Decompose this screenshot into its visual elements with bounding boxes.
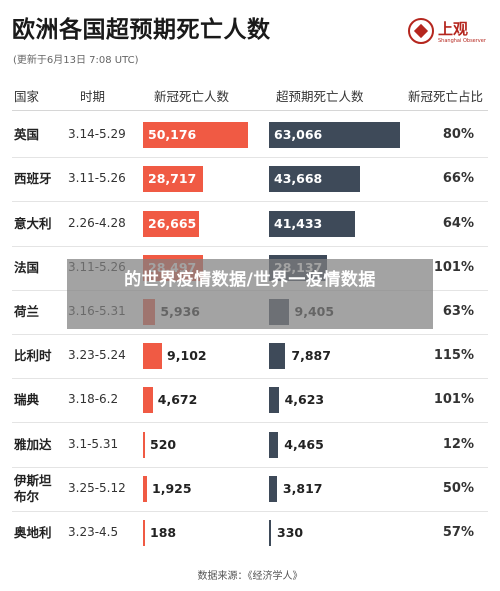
covid-share-value: 101% xyxy=(433,392,474,407)
excess-deaths-bar xyxy=(269,387,279,413)
excess-deaths-label: 4,623 xyxy=(284,392,325,407)
row-country: 奥地利 xyxy=(14,525,52,540)
covid-share-value: 50% xyxy=(442,481,474,496)
row-country: 法国 xyxy=(14,260,40,275)
row-period: 3.1-5.31 xyxy=(68,437,119,451)
chart-subtitle: (更新于6月13日 7:08 UTC) xyxy=(13,55,139,66)
header-country: 国家 xyxy=(14,89,40,104)
row-country: 雅加达 xyxy=(14,437,52,452)
row-period: 3.23-5.24 xyxy=(68,348,126,362)
row-country: 意大利 xyxy=(14,216,52,231)
covid-deaths-label: 520 xyxy=(150,437,177,452)
covid-deaths-bar xyxy=(143,476,147,502)
watermark-text: 的世界疫情数据/世界一疫情数据 xyxy=(124,270,376,290)
excess-deaths-bar xyxy=(269,211,356,237)
header-excess-deaths: 超预期死亡人数 xyxy=(276,89,364,104)
header-period: 时期 xyxy=(80,89,106,104)
row-period: 3.25-5.12 xyxy=(68,481,126,495)
shanghai-observer-logo: 上观 Shanghai Observer xyxy=(408,18,492,48)
header-covid-share: 新冠死亡占比 xyxy=(408,89,484,104)
row-divider xyxy=(12,246,488,247)
excess-deaths-bar xyxy=(269,122,400,148)
covid-deaths-bar xyxy=(143,387,153,413)
covid-deaths-label: 28,717 xyxy=(148,171,197,186)
covid-share-value: 63% xyxy=(442,304,474,319)
row-divider xyxy=(12,467,488,468)
covid-deaths-label: 188 xyxy=(150,525,177,540)
covid-deaths-label: 50,176 xyxy=(148,127,197,142)
covid-deaths-label: 9,102 xyxy=(167,348,207,363)
covid-deaths-bar xyxy=(143,122,248,148)
covid-deaths-label: 1,925 xyxy=(152,481,192,496)
row-country: 英国 xyxy=(14,127,40,142)
row-country: 西班牙 xyxy=(14,171,52,186)
row-divider xyxy=(12,511,488,512)
excess-deaths-label: 3,817 xyxy=(282,481,323,496)
covid-share-value: 101% xyxy=(433,260,474,275)
covid-share-value: 115% xyxy=(433,348,474,363)
covid-share-value: 80% xyxy=(442,127,474,142)
covid-share-value: 64% xyxy=(442,216,474,231)
covid-deaths-bar xyxy=(143,343,162,369)
row-period: 3.11-5.26 xyxy=(68,171,126,185)
logo-text: 上观 xyxy=(438,20,469,38)
excess-deaths-bar xyxy=(269,166,360,192)
row-country: 伊斯坦 布尔 xyxy=(14,473,52,504)
covid-share-value: 12% xyxy=(442,437,474,452)
row-country: 荷兰 xyxy=(14,304,40,319)
excess-deaths-label: 41,433 xyxy=(274,216,323,231)
excess-deaths-bar xyxy=(269,432,279,458)
row-divider xyxy=(12,378,488,379)
excess-deaths-label: 330 xyxy=(277,525,304,540)
excess-deaths-bar xyxy=(269,476,277,502)
excess-deaths-bar xyxy=(269,343,286,369)
row-period: 3.14-5.29 xyxy=(68,127,126,141)
excess-deaths-label: 63,066 xyxy=(274,127,323,142)
row-country: 比利时 xyxy=(14,348,52,363)
logo-subtext: Shanghai Observer xyxy=(438,38,486,44)
row-divider xyxy=(12,422,488,423)
covid-deaths-bar xyxy=(143,520,145,546)
row-country: 瑞典 xyxy=(14,392,40,407)
header-divider xyxy=(12,110,488,111)
row-period: 3.18-6.2 xyxy=(68,392,119,406)
data-source: 数据来源：《经济学人》 xyxy=(197,571,303,582)
excess-deaths-label: 4,465 xyxy=(284,437,324,452)
covid-deaths-label: 26,665 xyxy=(148,216,197,231)
covid-deaths-bar xyxy=(143,211,199,237)
excess-deaths-label: 7,887 xyxy=(291,348,331,363)
covid-deaths-label: 4,672 xyxy=(157,392,198,407)
logo-mark-icon xyxy=(408,18,434,44)
row-period: 3.23-4.5 xyxy=(68,525,119,539)
excess-deaths-label: 43,668 xyxy=(274,171,323,186)
watermark-overlay: 的世界疫情数据/世界一疫情数据 xyxy=(67,259,433,329)
row-divider xyxy=(12,157,488,158)
covid-share-value: 66% xyxy=(442,171,474,186)
header-covid-deaths: 新冠死亡人数 xyxy=(154,89,230,104)
chart-title: 欧洲各国超预期死亡人数 xyxy=(12,17,271,43)
row-divider xyxy=(12,201,488,202)
covid-deaths-bar xyxy=(143,432,145,458)
row-period: 2.26-4.28 xyxy=(68,216,126,230)
excess-deaths-bar xyxy=(269,520,271,546)
covid-share-value: 57% xyxy=(442,525,474,540)
covid-deaths-bar xyxy=(143,166,204,192)
row-divider xyxy=(12,334,488,335)
